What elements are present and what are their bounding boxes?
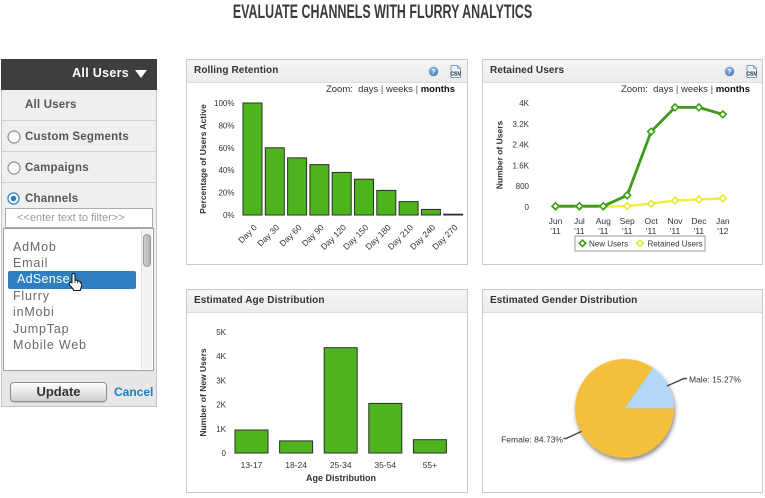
svg-text:20%: 20% (218, 189, 234, 198)
svg-text:18-24: 18-24 (285, 460, 307, 470)
svg-text:55+: 55+ (423, 460, 437, 470)
svg-text:Male: 15.27%: Male: 15.27% (689, 375, 741, 385)
svg-text:Nov: Nov (667, 216, 683, 226)
svg-text:Sep: Sep (620, 216, 635, 226)
svg-text:Percentage of Users Active: Percentage of Users Active (198, 104, 208, 214)
svg-text:100%: 100% (214, 99, 234, 108)
svg-text:Number of Users: Number of Users (494, 120, 504, 189)
svg-text:35-54: 35-54 (374, 460, 396, 470)
svg-text:Dec: Dec (691, 216, 707, 226)
svg-text:3.2K: 3.2K (513, 120, 530, 129)
svg-text:Day 60: Day 60 (277, 222, 303, 248)
svg-text:CSV: CSV (746, 72, 757, 78)
svg-text:?: ? (727, 67, 732, 76)
svg-text:Retained Users: Retained Users (648, 240, 703, 249)
svg-text:0: 0 (525, 203, 530, 212)
svg-text:CSV: CSV (450, 72, 461, 78)
svg-text:'11: '11 (622, 226, 633, 236)
svg-text:3K: 3K (216, 376, 226, 385)
svg-text:Jan: Jan (716, 216, 730, 226)
svg-text:5K: 5K (216, 328, 226, 337)
svg-text:0%: 0% (223, 211, 235, 220)
svg-text:Day 270: Day 270 (430, 222, 460, 252)
svg-text:25-34: 25-34 (330, 460, 352, 470)
svg-text:'11: '11 (574, 226, 585, 236)
svg-text:Day 30: Day 30 (255, 222, 281, 248)
svg-text:'11: '11 (670, 226, 681, 236)
svg-text:?: ? (431, 67, 436, 76)
svg-text:Number of New Users: Number of New Users (198, 348, 208, 437)
svg-text:Female: 84.73%: Female: 84.73% (501, 435, 563, 445)
svg-text:40%: 40% (218, 166, 234, 175)
svg-text:'12: '12 (717, 226, 728, 236)
svg-text:4K: 4K (519, 99, 529, 108)
svg-text:Jun: Jun (549, 216, 563, 226)
svg-text:Jul: Jul (574, 216, 585, 226)
svg-text:'11: '11 (598, 226, 609, 236)
svg-text:'11: '11 (646, 226, 657, 236)
svg-text:800: 800 (516, 182, 530, 191)
svg-text:New Users: New Users (589, 240, 628, 249)
svg-text:'11: '11 (694, 226, 705, 236)
svg-text:Oct: Oct (644, 216, 658, 226)
svg-text:Aug: Aug (596, 216, 611, 226)
svg-text:1K: 1K (216, 425, 226, 434)
svg-text:4K: 4K (216, 352, 226, 361)
svg-text:Age Distribution: Age Distribution (306, 473, 376, 483)
svg-text:1.6K: 1.6K (513, 161, 530, 170)
svg-text:80%: 80% (218, 121, 234, 130)
svg-text:0: 0 (222, 449, 227, 458)
svg-text:2.4K: 2.4K (513, 141, 530, 150)
svg-text:2K: 2K (216, 401, 226, 410)
svg-text:'11: '11 (550, 226, 561, 236)
svg-text:13-17: 13-17 (241, 460, 263, 470)
svg-text:60%: 60% (218, 144, 234, 153)
